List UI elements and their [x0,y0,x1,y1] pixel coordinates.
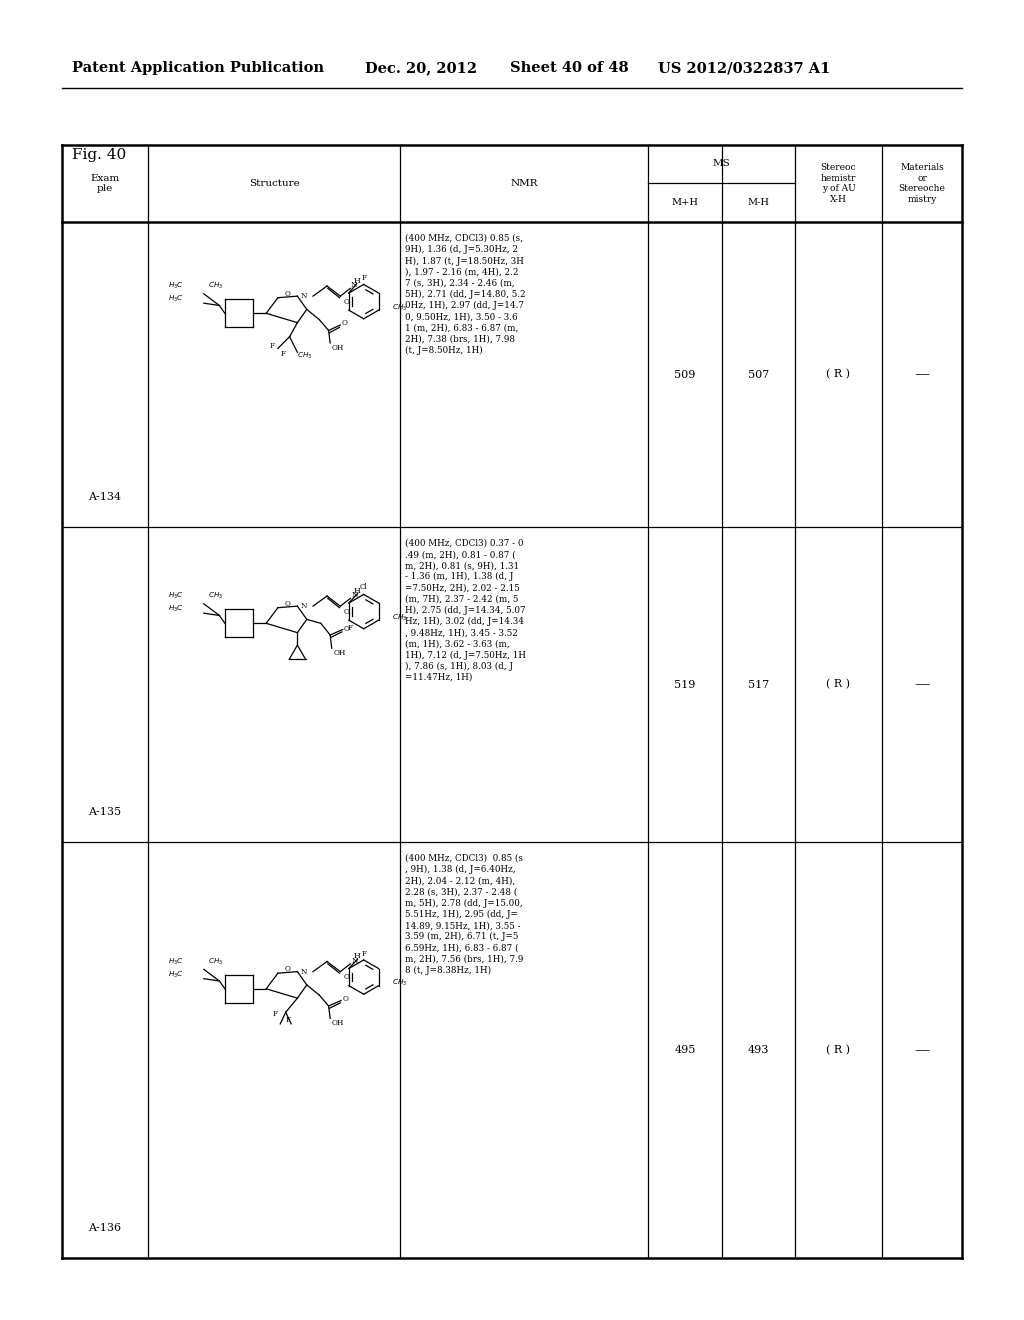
Text: US 2012/0322837 A1: US 2012/0322837 A1 [658,61,830,75]
Text: $CH_3$: $CH_3$ [392,302,407,313]
Text: $CH_3$: $CH_3$ [392,612,407,623]
Text: Cl: Cl [359,583,368,591]
Text: N: N [350,281,356,289]
Text: H: H [353,277,360,285]
Text: NMR: NMR [510,180,538,187]
Text: 509: 509 [675,370,695,380]
Text: O: O [343,995,349,1003]
Text: $H_3C$: $H_3C$ [168,970,184,979]
Text: H: H [354,952,360,960]
Text: —: — [914,677,930,692]
Text: O: O [344,973,349,981]
Text: $H_3C$: $H_3C$ [168,957,184,966]
Text: Exam
ple: Exam ple [90,174,120,193]
Text: F: F [361,949,367,958]
Text: $H_3C$: $H_3C$ [168,281,184,292]
Text: $H_3C$: $H_3C$ [168,294,184,305]
Text: N: N [300,292,307,300]
Text: F: F [348,624,353,632]
Text: ( R ): ( R ) [826,680,851,689]
Text: Materials
or
Stereoche
mistry: Materials or Stereoche mistry [899,162,945,205]
Text: OH: OH [333,649,346,657]
Text: N: N [300,602,307,610]
Text: F: F [286,1016,291,1024]
Text: (400 MHz, CDCl3)  0.85 (s
, 9H), 1.38 (d, J=6.40Hz,
2H), 2.04 - 2.12 (m, 4H),
2.: (400 MHz, CDCl3) 0.85 (s , 9H), 1.38 (d,… [406,854,523,974]
Text: Patent Application Publication: Patent Application Publication [72,61,324,75]
Text: $CH_3$: $CH_3$ [208,591,223,601]
Text: F: F [361,275,367,282]
Text: O: O [341,319,347,327]
Text: Structure: Structure [249,180,299,187]
Text: A-135: A-135 [88,807,122,817]
Text: Dec. 20, 2012: Dec. 20, 2012 [365,61,477,75]
Text: $H_3C$: $H_3C$ [168,605,184,614]
Text: Fig. 40: Fig. 40 [72,148,126,162]
Text: O: O [285,965,290,973]
Text: $CH_3$: $CH_3$ [208,957,223,966]
Text: $CH_3$: $CH_3$ [208,281,223,292]
Text: (400 MHz, CDCl3) 0.37 - 0
.49 (m, 2H), 0.81 - 0.87 (
m, 2H), 0.81 (s, 9H), 1.31
: (400 MHz, CDCl3) 0.37 - 0 .49 (m, 2H), 0… [406,539,526,682]
Text: N: N [300,968,307,975]
Text: O: O [344,297,349,306]
Text: OH: OH [332,1019,344,1027]
Text: 493: 493 [748,1045,769,1055]
Text: 507: 507 [748,370,769,380]
Text: A-136: A-136 [88,1224,122,1233]
Text: (400 MHz, CDCl3) 0.85 (s,
9H), 1.36 (d, J=5.30Hz, 2
H), 1.87 (t, J=18.50Hz, 3H
): (400 MHz, CDCl3) 0.85 (s, 9H), 1.36 (d, … [406,234,525,355]
Text: N: N [351,957,357,965]
Text: MS: MS [713,160,730,169]
Text: N: N [351,591,357,599]
Text: OH: OH [332,343,344,351]
Text: F: F [281,350,286,358]
Text: F: F [273,1010,278,1018]
Text: A-134: A-134 [88,492,122,502]
Text: O: O [285,599,290,607]
Text: Stereoc
hemistr
y of AU
X-H: Stereoc hemistr y of AU X-H [820,162,856,205]
Text: ( R ): ( R ) [826,370,851,380]
Text: O: O [344,607,349,615]
Text: —: — [914,367,930,381]
Text: M+H: M+H [672,198,698,207]
Text: $CH_3$: $CH_3$ [297,351,312,362]
Text: ( R ): ( R ) [826,1045,851,1055]
Text: F: F [270,342,274,350]
Text: 519: 519 [675,680,695,689]
Text: $H_3C$: $H_3C$ [168,591,184,601]
Text: O: O [285,290,290,298]
Text: 517: 517 [748,680,769,689]
Text: Sheet 40 of 48: Sheet 40 of 48 [510,61,629,75]
Text: 495: 495 [675,1045,695,1055]
Text: M-H: M-H [748,198,769,207]
Text: H: H [354,586,360,594]
Text: $CH_3$: $CH_3$ [392,978,407,989]
Text: O: O [344,624,349,632]
Text: —: — [914,1043,930,1057]
